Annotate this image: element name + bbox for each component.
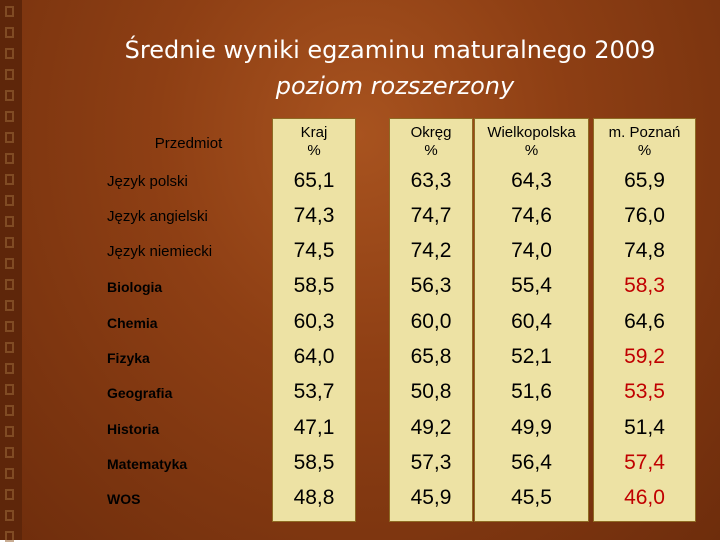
- row-subject-label: WOS: [107, 490, 141, 507]
- row-subject-label: Chemia: [107, 314, 158, 331]
- column-header: Wielkopolska%: [475, 119, 588, 165]
- column-header: m. Poznań%: [594, 119, 695, 165]
- decorative-square: [5, 216, 14, 227]
- column-header-name: m. Poznań: [608, 124, 681, 141]
- decorative-square: [5, 6, 14, 17]
- table-cell: 46,0: [624, 486, 665, 509]
- table-cell: 60,3: [293, 310, 335, 333]
- decorative-square: [5, 90, 14, 101]
- row-subject-label: Matematyka: [107, 455, 188, 472]
- row-subject-label: Fizyka: [107, 349, 150, 366]
- decorative-square: [5, 321, 14, 332]
- decorative-square: [5, 237, 14, 248]
- table-cell: 49,2: [410, 416, 452, 439]
- table-cell: 47,1: [293, 416, 335, 439]
- decorative-square: [5, 69, 14, 80]
- table-cell: 60,4: [511, 310, 552, 333]
- column-1: Kraj% 65,1 74,3 74,5 58,5 60,3 64,0 53,7 47,1 58,…: [272, 118, 356, 522]
- table-cell: 64,6: [624, 310, 665, 333]
- column-header-name: Wielkopolska: [487, 124, 576, 141]
- table-cell: 51,4: [624, 416, 665, 439]
- column-4: m. Poznań% 65,9 76,0 74,8 58,3 64,6 59,2 53,5 51…: [593, 118, 696, 522]
- table-cell: 74,8: [624, 239, 665, 262]
- decorative-square: [5, 489, 14, 500]
- table-cell: 58,3: [624, 274, 665, 297]
- decorative-square: [5, 153, 14, 164]
- row-subject-label: Język polski: [107, 173, 188, 190]
- decorative-square: [5, 300, 14, 311]
- table-cell: 57,4: [624, 451, 665, 474]
- table-cell: 51,6: [511, 380, 552, 403]
- column-header: Kraj%: [273, 119, 355, 165]
- table-cell: 64,0: [293, 345, 335, 368]
- table-cell: 50,8: [410, 380, 452, 403]
- table-cell: 59,2: [624, 345, 665, 368]
- table-cell: 65,1: [293, 169, 335, 192]
- table-cell: 65,8: [410, 345, 452, 368]
- row-subject-label: Język angielski: [107, 208, 208, 225]
- table-cell: 55,4: [511, 274, 552, 297]
- decorative-square: [5, 27, 14, 38]
- decorative-square: [5, 258, 14, 269]
- decorative-square: [5, 48, 14, 59]
- decorative-square: [5, 363, 14, 374]
- row-subject-label: Geografia: [107, 384, 173, 401]
- decorative-square: [5, 531, 14, 542]
- column-header-name: Kraj: [300, 124, 328, 141]
- table-cell: 74,3: [293, 204, 335, 227]
- results-table: Przedmiot Kraj% 65,1 74,3 74,5 58,5 60,3 64,0 5…: [107, 118, 697, 522]
- subject-column-header: Przedmiot: [154, 134, 223, 152]
- table-cell: 56,3: [410, 274, 452, 297]
- slide-title: Średnie wyniki egzaminu maturalnego 2009: [124, 36, 656, 64]
- decorative-square: [5, 384, 14, 395]
- table-cell: 74,2: [410, 239, 452, 262]
- table-cell: 49,9: [511, 416, 552, 439]
- table-cell: 52,1: [511, 345, 552, 368]
- table-cell: 63,3: [410, 169, 452, 192]
- column-2: Okręg% 63,3 74,7 74,2 56,3 60,0 65,8 50,8 49,2 57…: [389, 118, 473, 522]
- column-3: Wielkopolska% 64,3 74,6 74,0 55,4 60,4 52,1 51,…: [474, 118, 589, 522]
- row-subject-label: Biologia: [107, 278, 163, 295]
- decorative-square: [5, 279, 14, 290]
- decorative-square: [5, 447, 14, 458]
- table-cell: 58,5: [293, 451, 335, 474]
- table-cell: 45,5: [511, 486, 552, 509]
- table-cell: 57,3: [410, 451, 452, 474]
- row-subject-label: Język niemiecki: [107, 243, 213, 260]
- column-header-unit: %: [637, 142, 652, 159]
- table-cell: 56,4: [511, 451, 552, 474]
- decorative-square: [5, 111, 14, 122]
- decorative-square: [5, 195, 14, 206]
- decorative-square: [5, 468, 14, 479]
- slide-subtitle: poziom rozszerzony: [275, 72, 515, 100]
- table-cell: 74,5: [293, 239, 335, 262]
- table-cell: 74,6: [511, 204, 552, 227]
- decorative-left-strip: [0, 0, 22, 542]
- decorative-square: [5, 132, 14, 143]
- decorative-square: [5, 405, 14, 416]
- column-header-unit: %: [424, 142, 438, 159]
- decorative-square: [5, 510, 14, 521]
- decorative-square: [5, 342, 14, 353]
- table-cell: 76,0: [624, 204, 665, 227]
- table-cell: 60,0: [410, 310, 452, 333]
- column-header-name: Okręg: [410, 124, 452, 141]
- decorative-square: [5, 426, 14, 437]
- table-cell: 53,7: [293, 380, 335, 403]
- table-cell: 74,0: [511, 239, 552, 262]
- table-cell: 65,9: [624, 169, 665, 192]
- table-cell: 58,5: [293, 274, 335, 297]
- table-cell: 74,7: [410, 204, 452, 227]
- table-cell: 53,5: [624, 380, 665, 403]
- table-cell: 64,3: [511, 169, 552, 192]
- table-cell: 48,8: [293, 486, 335, 509]
- row-subject-label: Historia: [107, 420, 160, 437]
- column-header: Okręg%: [390, 119, 472, 165]
- column-header-unit: %: [524, 142, 539, 159]
- column-header-unit: %: [307, 142, 321, 159]
- table-cell: 45,9: [410, 486, 452, 509]
- decorative-square: [5, 174, 14, 185]
